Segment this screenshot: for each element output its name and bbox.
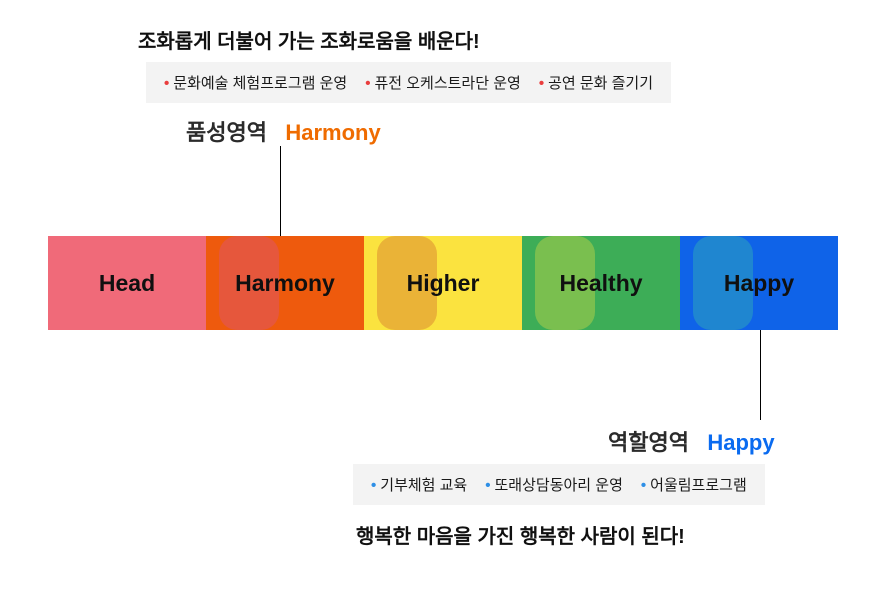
- bar-cell-label: Higher: [407, 270, 480, 297]
- bottom-sublabel-gray: 역할영역: [608, 430, 689, 455]
- bar-cell: Head: [48, 236, 206, 330]
- bottom-sublabel: 역할영역 Happy: [608, 425, 775, 457]
- bar-cell-label: Harmony: [235, 270, 335, 297]
- top-connector: [280, 146, 281, 236]
- top-bullet-row: •문화예술 체험프로그램 운영 •퓨전 오케스트라단 운영 •공연 문화 즐기기: [146, 62, 671, 103]
- bar-cell-label: Head: [99, 270, 155, 297]
- bullet-item: •기부체험 교육: [371, 474, 467, 495]
- bar-cell-label: Happy: [724, 270, 794, 297]
- diagram-root: 조화롭게 더불어 가는 조화로움을 배운다! •문화예술 체험프로그램 운영 •퓨…: [0, 0, 885, 594]
- bottom-sublabel-highlight: Happy: [707, 430, 774, 455]
- bullet-item: •공연 문화 즐기기: [539, 72, 653, 93]
- top-heading: 조화롭게 더불어 가는 조화로움을 배운다!: [138, 25, 480, 54]
- bar-cell-label: Healthy: [559, 270, 642, 297]
- top-sublabel-gray: 품성영역: [186, 120, 267, 145]
- bullet-item: •어울림프로그램: [641, 474, 747, 495]
- top-sublabel-highlight: Harmony: [285, 120, 380, 145]
- bullet-item: •퓨전 오케스트라단 운영: [365, 72, 521, 93]
- bottom-bullet-row: •기부체험 교육 •또래상담동아리 운영 •어울림프로그램: [353, 464, 765, 505]
- rainbow-bar: Head Harmony Higher Healthy Happy: [48, 236, 838, 330]
- bottom-heading: 행복한 마음을 가진 행복한 사람이 된다!: [356, 520, 685, 549]
- bullet-item: •문화예술 체험프로그램 운영: [164, 72, 347, 93]
- top-sublabel: 품성영역 Harmony: [186, 115, 381, 147]
- bullet-item: •또래상담동아리 운영: [485, 474, 623, 495]
- bottom-connector: [760, 330, 761, 420]
